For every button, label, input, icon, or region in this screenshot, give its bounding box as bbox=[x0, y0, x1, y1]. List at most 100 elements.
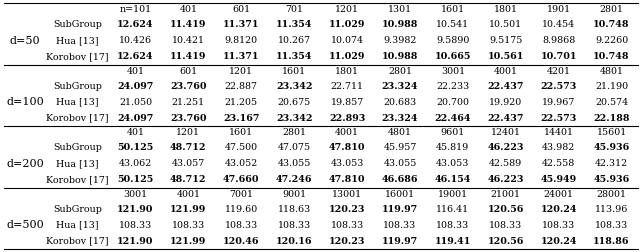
Text: 10.421: 10.421 bbox=[172, 36, 205, 45]
Text: 8.9868: 8.9868 bbox=[542, 36, 575, 45]
Text: 22.887: 22.887 bbox=[225, 82, 258, 90]
Text: 22.188: 22.188 bbox=[593, 113, 630, 122]
Text: 1601: 1601 bbox=[441, 5, 465, 14]
Text: Korobov [17]: Korobov [17] bbox=[46, 237, 109, 245]
Text: n=101: n=101 bbox=[120, 5, 152, 14]
Text: 10.748: 10.748 bbox=[593, 20, 630, 29]
Text: 12.624: 12.624 bbox=[117, 20, 154, 29]
Text: 108.33: 108.33 bbox=[542, 220, 575, 230]
Text: 19.967: 19.967 bbox=[542, 98, 575, 107]
Text: 10.426: 10.426 bbox=[119, 36, 152, 45]
Text: 45.936: 45.936 bbox=[593, 175, 630, 184]
Text: 11.029: 11.029 bbox=[329, 20, 365, 29]
Text: 46.686: 46.686 bbox=[381, 175, 418, 184]
Text: 9.5890: 9.5890 bbox=[436, 36, 470, 45]
Text: 120.56: 120.56 bbox=[488, 205, 524, 213]
Text: 23.760: 23.760 bbox=[170, 82, 207, 90]
Text: 42.558: 42.558 bbox=[542, 159, 575, 168]
Text: 48.712: 48.712 bbox=[170, 175, 207, 184]
Text: Hua [13]: Hua [13] bbox=[56, 220, 99, 230]
Text: 12401: 12401 bbox=[491, 128, 521, 137]
Text: 108.33: 108.33 bbox=[595, 220, 628, 230]
Text: 23.324: 23.324 bbox=[381, 82, 418, 90]
Text: 9601: 9601 bbox=[441, 128, 465, 137]
Text: d=50: d=50 bbox=[10, 36, 40, 46]
Text: 11.354: 11.354 bbox=[276, 52, 312, 61]
Text: 108.33: 108.33 bbox=[330, 220, 364, 230]
Text: 10.988: 10.988 bbox=[382, 52, 418, 61]
Text: 12.624: 12.624 bbox=[117, 52, 154, 61]
Text: 1201: 1201 bbox=[335, 5, 359, 14]
Text: 2801: 2801 bbox=[282, 128, 306, 137]
Text: 46.223: 46.223 bbox=[488, 143, 524, 152]
Text: d=500: d=500 bbox=[6, 220, 44, 230]
Text: 1901: 1901 bbox=[547, 5, 571, 14]
Text: 10.541: 10.541 bbox=[436, 20, 469, 29]
Text: 119.41: 119.41 bbox=[435, 237, 471, 245]
Text: 19001: 19001 bbox=[438, 190, 468, 199]
Text: 2801: 2801 bbox=[388, 67, 412, 76]
Text: 42.312: 42.312 bbox=[595, 159, 628, 168]
Text: 47.810: 47.810 bbox=[329, 143, 365, 152]
Text: 118.86: 118.86 bbox=[593, 237, 630, 245]
Text: 10.665: 10.665 bbox=[435, 52, 471, 61]
Text: d=100: d=100 bbox=[6, 97, 44, 107]
Text: 23.324: 23.324 bbox=[381, 113, 418, 122]
Text: 10.748: 10.748 bbox=[593, 52, 630, 61]
Text: 1601: 1601 bbox=[282, 67, 306, 76]
Text: 45.819: 45.819 bbox=[436, 143, 470, 152]
Text: 1801: 1801 bbox=[493, 5, 518, 14]
Text: 119.60: 119.60 bbox=[225, 205, 258, 213]
Text: 50.125: 50.125 bbox=[117, 143, 154, 152]
Text: 108.33: 108.33 bbox=[119, 220, 152, 230]
Text: 21.205: 21.205 bbox=[225, 98, 258, 107]
Text: 9001: 9001 bbox=[282, 190, 306, 199]
Text: 23.342: 23.342 bbox=[276, 82, 312, 90]
Text: 42.589: 42.589 bbox=[489, 159, 522, 168]
Text: 21001: 21001 bbox=[491, 190, 521, 199]
Text: 48.712: 48.712 bbox=[170, 143, 207, 152]
Text: 47.660: 47.660 bbox=[223, 175, 259, 184]
Text: 120.24: 120.24 bbox=[540, 237, 577, 245]
Text: 108.33: 108.33 bbox=[436, 220, 470, 230]
Text: 21.190: 21.190 bbox=[595, 82, 628, 90]
Text: 11.371: 11.371 bbox=[223, 20, 259, 29]
Text: 4801: 4801 bbox=[388, 128, 412, 137]
Text: 108.33: 108.33 bbox=[225, 220, 258, 230]
Text: 121.90: 121.90 bbox=[117, 237, 154, 245]
Text: 43.055: 43.055 bbox=[383, 159, 417, 168]
Text: 120.16: 120.16 bbox=[276, 237, 312, 245]
Text: 47.500: 47.500 bbox=[225, 143, 258, 152]
Text: 10.074: 10.074 bbox=[330, 36, 364, 45]
Text: 1301: 1301 bbox=[388, 5, 412, 14]
Text: 43.053: 43.053 bbox=[436, 159, 470, 168]
Text: Korobov [17]: Korobov [17] bbox=[46, 52, 109, 61]
Text: 4001: 4001 bbox=[177, 190, 200, 199]
Text: 16001: 16001 bbox=[385, 190, 415, 199]
Text: 43.055: 43.055 bbox=[278, 159, 311, 168]
Text: 23.760: 23.760 bbox=[170, 113, 207, 122]
Text: 701: 701 bbox=[285, 5, 303, 14]
Text: 9.8120: 9.8120 bbox=[225, 36, 258, 45]
Text: 22.711: 22.711 bbox=[330, 82, 364, 90]
Text: 43.057: 43.057 bbox=[172, 159, 205, 168]
Text: 120.24: 120.24 bbox=[540, 205, 577, 213]
Text: 1201: 1201 bbox=[177, 128, 200, 137]
Text: Hua [13]: Hua [13] bbox=[56, 36, 99, 45]
Text: Hua [13]: Hua [13] bbox=[56, 159, 99, 168]
Text: d=200: d=200 bbox=[6, 159, 44, 169]
Text: 24001: 24001 bbox=[543, 190, 573, 199]
Text: 11.029: 11.029 bbox=[329, 52, 365, 61]
Text: 121.99: 121.99 bbox=[170, 205, 207, 213]
Text: 119.97: 119.97 bbox=[382, 205, 418, 213]
Text: 119.97: 119.97 bbox=[382, 237, 418, 245]
Text: 3001: 3001 bbox=[124, 190, 147, 199]
Text: Hua [13]: Hua [13] bbox=[56, 98, 99, 107]
Text: 601: 601 bbox=[179, 67, 197, 76]
Text: 11.354: 11.354 bbox=[276, 20, 312, 29]
Text: 22.437: 22.437 bbox=[488, 82, 524, 90]
Text: 1601: 1601 bbox=[229, 128, 253, 137]
Text: 24.097: 24.097 bbox=[117, 113, 154, 122]
Text: 4801: 4801 bbox=[600, 67, 623, 76]
Text: 401: 401 bbox=[127, 128, 145, 137]
